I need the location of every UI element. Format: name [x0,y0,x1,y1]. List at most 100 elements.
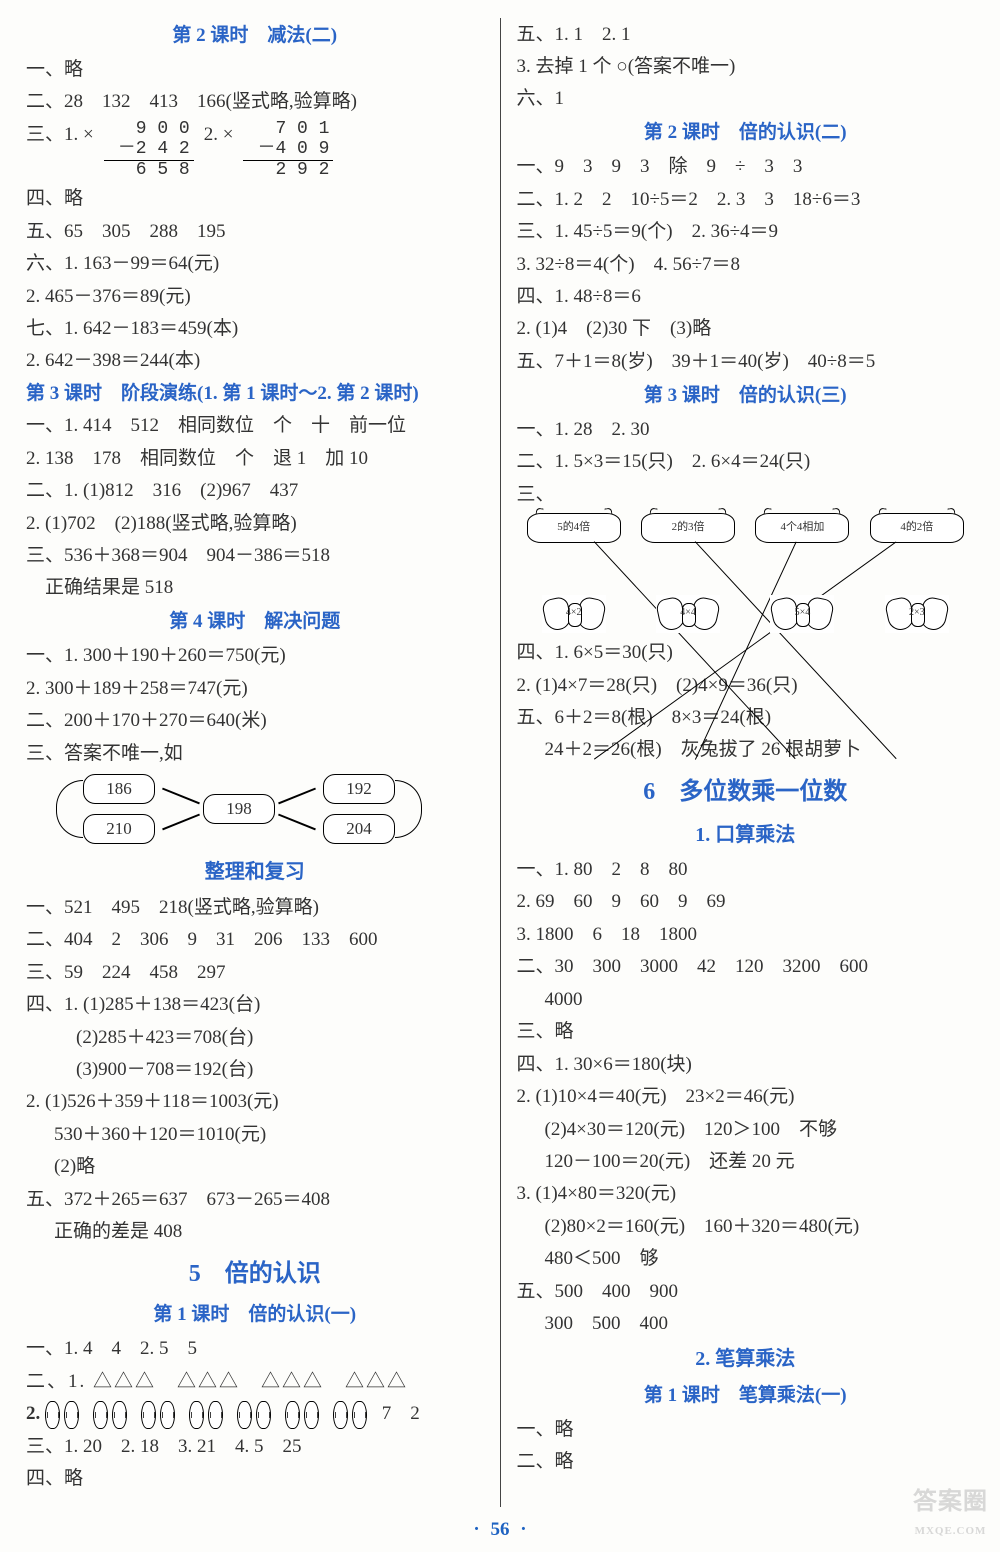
vertical-subtraction-1: 9 0 0 －2 4 2 6 5 8 [104,120,194,181]
peanut-icon [160,1401,175,1429]
difference: 6 5 8 [104,161,194,181]
heading-bisuan1: 第 1 课时 笔算乘法(一) [517,1381,975,1410]
text-line: 三、答案不唯一,如 [26,739,484,768]
text-fragment: 2. × [204,120,234,149]
text-line: 2. 642－398＝244(本) [26,346,484,375]
heading-6-1: 1. 口算乘法 [517,820,975,851]
text-line: 正确结果是 518 [26,573,484,602]
peanut-icon [93,1401,108,1429]
text-line: 二、1. 5×3＝15(只) 2. 6×4＝24(只) [517,447,975,476]
heading-5-1: 第 1 课时 倍的认识(一) [26,1300,484,1329]
oval-left-top: 186 [83,774,155,804]
peanut-icon [112,1401,127,1429]
text-line: 2. (1)4 (2)30 下 (3)略 [517,314,975,343]
text-line: 2. (1)702 (2)188(竖式略,验算略) [26,509,484,538]
heading-section6: 6 多位数乘一位数 [517,774,975,811]
text-line: 七、1. 642－183＝459(本) [26,314,484,343]
text-line: 五、6＋2＝8(根) 8×3＝24(根) [517,703,975,732]
text-line: 2. (1)526＋359＋118＝1003(元) [26,1087,484,1116]
text-line: 480＜500 够 [517,1244,975,1273]
text-fragment: 三、1. × [26,120,94,149]
text-line: 三、 [517,480,975,509]
minuend: 9 0 0 [104,120,194,140]
butterflies-row: 4×24×45×42×3 [517,595,975,633]
text-line: 三、59 224 458 297 [26,958,484,987]
bugs-row: 5的4倍2的3倍4个4相加4的2倍 [517,513,975,543]
text-fragment: 7 2 [382,1403,420,1424]
text-line: 六、1 [517,84,975,113]
text-line: 3. 1800 6 18 1800 [517,920,975,949]
peanut-icon [285,1401,300,1429]
text-line: 2. (1)4×7＝28(只) (2)4×9＝36(只) [517,671,975,700]
text-line: 三、536＋368＝904 904－386＝518 [26,541,484,570]
watermark-bottom: MXQE.COM [915,1523,987,1540]
text-line: 二、200＋170＋270＝640(米) [26,706,484,735]
text-line: 二、404 2 306 9 31 206 133 600 [26,925,484,954]
oval-diagram: 186 210 198 192 204 [56,774,484,848]
watermark: 答案圈 MXQE.COM [913,1484,988,1540]
curve-right [395,780,422,838]
footer-dot: · [520,1519,526,1540]
text-line: 一、1. 28 2. 30 [517,415,975,444]
heading-5-2: 第 2 课时 倍的认识(二) [517,118,975,147]
vertical-subtraction-2: 7 0 1 －4 0 9 2 9 2 [243,120,333,181]
left-column: 第 2 课时 减法(二) 一、略 二、28 132 413 166(竖式略,验算… [26,18,484,1507]
text-line: 五、65 305 288 195 [26,217,484,246]
peanuts-row: 2. 7 2 [26,1399,484,1429]
peanut-icon [45,1401,60,1429]
heading-lesson4: 第 4 课时 解决问题 [26,607,484,636]
peanut-icon [237,1401,252,1429]
butterfly-icon: 4×2 [542,595,606,633]
subtrahend: －4 0 9 [243,140,333,162]
caterpillar-icon: 2的3倍 [641,513,735,543]
minuend: 7 0 1 [243,120,333,140]
text-line: 一、1. 300＋190＋260＝750(元) [26,641,484,670]
subtrahend: －2 4 2 [104,140,194,162]
text-line: 530＋360＋120＝1010(元) [26,1120,484,1149]
text-line: 三、1. 45÷5＝9(个) 2. 36÷4＝9 [517,217,975,246]
heading-review: 整理和复习 [26,857,484,888]
heading-6-2: 2. 笔算乘法 [517,1344,975,1375]
text-line: 一、9 3 9 3 除 9 ÷ 3 3 [517,152,975,181]
connectors [157,781,201,837]
text-line: 六、1. 163－99＝64(元) [26,249,484,278]
text-line: 五、372＋265＝637 673－265＝408 [26,1185,484,1214]
text-line: 二、1. 2 2 10÷5＝2 2. 3 3 18÷6＝3 [517,185,975,214]
text-fragment: 2. [26,1403,40,1424]
peanut-icon [256,1401,271,1429]
text-line: 一、略 [517,1415,975,1444]
text-line: (3)900－708＝192(台) [26,1055,484,1084]
text-line: 二、28 132 413 166(竖式略,验算略) [26,87,484,116]
text-line: 300 500 400 [517,1309,975,1338]
text-line: 五、1. 1 2. 1 [517,20,975,49]
text-line: 四、1. (1)285＋138＝423(台) [26,990,484,1019]
peanut-icon [333,1401,348,1429]
watermark-top: 答案圈 [913,1484,988,1521]
text-line: (2)285＋423＝708(台) [26,1023,484,1052]
footer: · 56 · [0,1515,1000,1544]
heading-lesson3: 第 3 课时 阶段演练(1. 第 1 课时～2. 第 2 课时) [26,379,484,408]
cross-lines [544,541,947,595]
text-line: 三、1. 20 2. 18 3. 21 4. 5 25 [26,1432,484,1461]
text-line: 2. 465－376＝89(元) [26,282,484,311]
heading-lesson2: 第 2 课时 减法(二) [26,21,484,50]
text-line: 120－100＝20(元) 还差 20 元 [517,1147,975,1176]
butterfly-icon: 4×4 [656,595,720,633]
text-line: (2)略 [26,1152,484,1181]
footer-dot: · [473,1519,479,1540]
text-line: 一、略 [26,55,484,84]
triangles: △△△ △△△ △△△ △△△ [93,1371,408,1392]
oval-right-bot: 204 [323,814,395,844]
text-line: 二、1. (1)812 316 (2)967 437 [26,476,484,505]
text-line: 2. 300＋189＋258＝747(元) [26,674,484,703]
connectors [277,781,321,837]
butterfly-icon: 5×4 [770,595,834,633]
text-line: 3. 去掉 1 个 ○(答案不唯一) [517,52,975,81]
text-line: 一、1. 414 512 相同数位 个 十 前一位 [26,411,484,440]
vertical-subtraction-row: 三、1. × 9 0 0 －2 4 2 6 5 8 2. × 7 0 1 －4 … [26,120,484,181]
text-line: 二、略 [517,1447,975,1476]
heading-5-3: 第 3 课时 倍的认识(三) [517,381,975,410]
text-line: (2)80×2＝160(元) 160＋320＝480(元) [517,1212,975,1241]
peanut-icon [304,1401,319,1429]
text-line: 四、略 [26,184,484,213]
